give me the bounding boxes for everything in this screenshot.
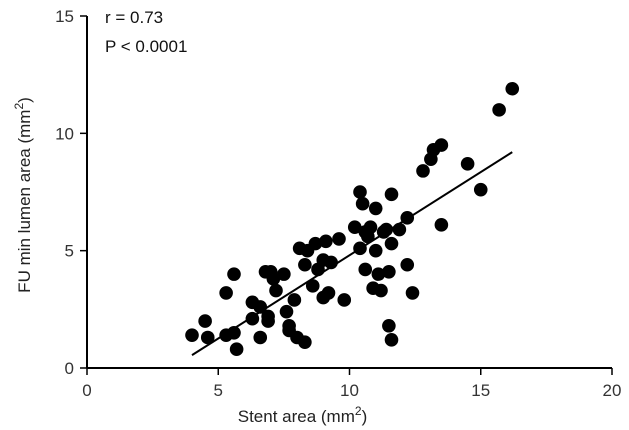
data-point xyxy=(405,286,420,300)
x-axis-title-text: Stent area (mm xyxy=(238,407,355,426)
data-point xyxy=(200,330,215,345)
data-point xyxy=(400,257,415,272)
data-point xyxy=(363,220,378,234)
data-point xyxy=(337,293,352,307)
x-tick-label: 15 xyxy=(471,381,490,400)
data-point xyxy=(266,272,281,286)
data-point xyxy=(287,293,302,307)
data-point xyxy=(368,201,383,216)
y-tick-label: 10 xyxy=(55,124,74,143)
annotation-r-value: r = 0.73 xyxy=(105,8,163,27)
y-tick-label: 15 xyxy=(55,7,74,26)
data-point xyxy=(298,335,312,349)
data-point xyxy=(384,236,399,251)
data-point xyxy=(229,342,244,357)
data-points xyxy=(185,81,520,357)
x-axis-title: Stent area (mm2) xyxy=(238,404,368,426)
data-point xyxy=(505,81,520,96)
x-tick-label: 0 xyxy=(82,381,91,400)
y-tick-label: 0 xyxy=(65,359,74,378)
x-tick-label: 5 xyxy=(214,381,223,400)
data-point xyxy=(277,267,291,281)
x-axis-title-end: ) xyxy=(362,407,368,426)
y-axis-title: FU min lumen area (mm2) xyxy=(12,97,34,293)
trend-group xyxy=(191,151,513,356)
data-point xyxy=(434,218,449,232)
annotations: r = 0.73 P < 0.0001 xyxy=(105,8,187,56)
y-axis-title-text: FU min lumen area (mm xyxy=(15,110,34,293)
data-point xyxy=(374,283,388,298)
data-point xyxy=(384,333,399,347)
y-axis-title-superscript: 2 xyxy=(12,103,26,110)
data-point xyxy=(416,164,430,178)
axes: 0 5 10 15 20 0 5 10 15 xyxy=(55,7,621,400)
data-point xyxy=(382,318,396,333)
data-point xyxy=(473,182,488,197)
data-point xyxy=(269,283,283,298)
annotation-p-value: P < 0.0001 xyxy=(105,37,187,56)
y-axis-title-end: ) xyxy=(15,97,34,103)
data-point xyxy=(353,185,367,199)
data-point xyxy=(305,279,320,293)
data-point xyxy=(298,257,312,272)
data-point xyxy=(198,314,212,328)
data-point xyxy=(368,243,383,258)
y-axis-title-group: FU min lumen area (mm2) xyxy=(12,97,34,293)
data-point xyxy=(382,264,396,279)
data-point xyxy=(319,234,333,249)
data-point xyxy=(492,103,506,117)
x-axis-title-superscript: 2 xyxy=(355,404,362,418)
data-point xyxy=(227,326,241,340)
data-point xyxy=(308,236,323,251)
x-tick-label: 10 xyxy=(340,381,359,400)
data-point xyxy=(219,286,233,300)
data-point xyxy=(434,138,449,152)
x-tick-label: 20 xyxy=(603,381,622,400)
data-point xyxy=(384,187,399,202)
data-point xyxy=(358,262,373,277)
data-point xyxy=(261,314,275,328)
y-tick-label: 5 xyxy=(65,242,74,261)
data-point xyxy=(321,286,336,300)
data-point xyxy=(185,328,199,342)
data-point xyxy=(332,232,346,246)
data-point xyxy=(253,330,268,345)
data-point xyxy=(371,267,386,281)
data-point xyxy=(460,157,475,171)
data-point xyxy=(355,196,370,211)
data-point xyxy=(227,267,241,281)
data-point xyxy=(279,304,294,319)
data-point xyxy=(347,220,362,234)
regression-line xyxy=(191,151,513,356)
